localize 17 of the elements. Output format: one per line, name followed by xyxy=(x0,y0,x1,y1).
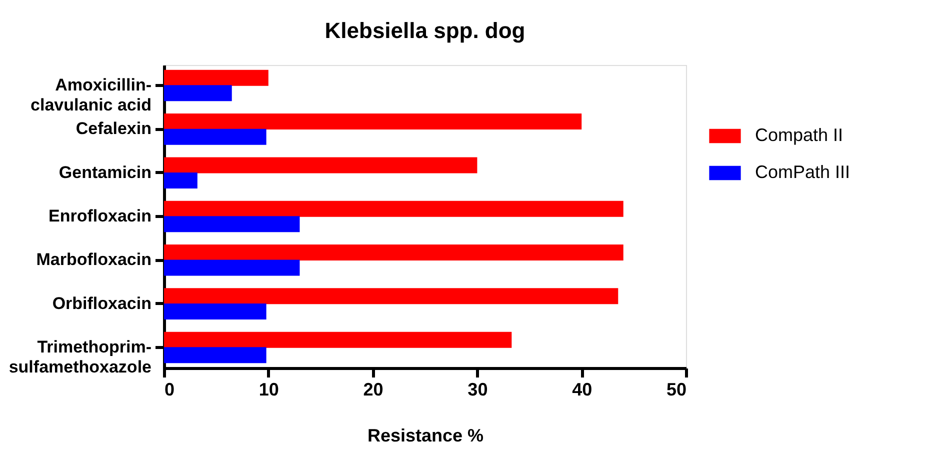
y-tick-label: Trimethoprim-sulfamethoxazole xyxy=(8,337,152,376)
x-axis-title: Resistance % xyxy=(367,426,484,446)
y-tick-label: Cefalexin xyxy=(76,119,152,138)
y-tick-label: Amoxicillin-clavulanic acid xyxy=(30,76,152,115)
legend-label: Compath II xyxy=(755,125,844,145)
x-tick-label: 30 xyxy=(468,380,488,400)
x-tick-label: 50 xyxy=(666,380,686,400)
x-tick-label: 10 xyxy=(258,380,279,400)
y-tick-label: Marbofloxacin xyxy=(36,250,152,270)
chart-title: Klebsiella spp. dog xyxy=(324,18,526,43)
legend-label: ComPath III xyxy=(755,162,850,182)
y-tick-label: Gentamicin xyxy=(58,162,152,182)
x-tick-label: 40 xyxy=(572,380,592,400)
x-tick-label: 0 xyxy=(164,380,175,400)
y-tick-label: Orbifloxacin xyxy=(52,294,152,313)
x-tick-label: 20 xyxy=(363,380,384,400)
y-tick-label: Enrofloxacin xyxy=(48,206,152,226)
